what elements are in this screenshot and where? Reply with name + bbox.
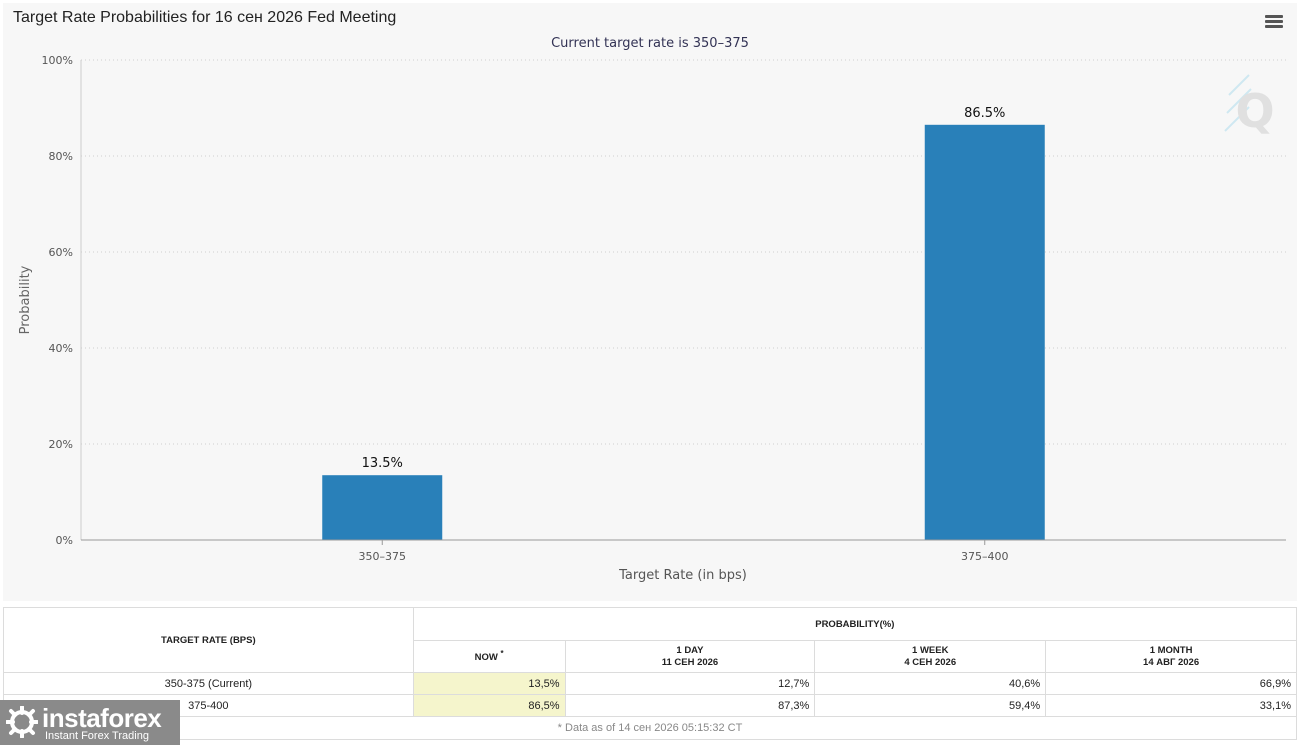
column-header-now: NOW * bbox=[412, 640, 566, 673]
column-header-date: 4 СЕН 2026 bbox=[904, 656, 957, 668]
y-tick-label: 100% bbox=[42, 54, 73, 67]
column-header-label: 1 WEEK bbox=[912, 644, 949, 656]
chart-subtitle: Current target rate is 350–375 bbox=[551, 36, 749, 51]
data-timestamp-footnote: * Data as of 14 сен 2026 05:15:32 CT bbox=[3, 717, 1297, 740]
instaforex-watermark: instaforex Instant Forex Trading bbox=[0, 700, 180, 745]
probability-cell: 40,6% bbox=[814, 672, 1047, 695]
column-header-label: 1 MONTH bbox=[1149, 644, 1193, 656]
hamburger-menu-icon[interactable] bbox=[1265, 15, 1283, 29]
x-tick-label: 375–400 bbox=[961, 550, 1009, 563]
x-tick-label: 350–375 bbox=[359, 550, 407, 563]
column-header-date: 14 АВГ 2026 bbox=[1143, 656, 1200, 668]
probability-cell-now: 86,5% bbox=[412, 694, 566, 717]
instaforex-logo-icon bbox=[6, 706, 38, 738]
column-header-label: 1 DAY bbox=[676, 644, 704, 656]
data-label: 13.5% bbox=[362, 456, 403, 471]
y-tick-label: 60% bbox=[49, 246, 73, 259]
y-tick-label: 0% bbox=[56, 534, 73, 547]
table-row: 375-400 86,5% 87,3% 59,4% 33,1% bbox=[3, 694, 1297, 717]
probability-cell: 59,4% bbox=[814, 694, 1047, 717]
y-axis-title: Probability bbox=[18, 265, 33, 334]
instaforex-tagline: Instant Forex Trading bbox=[45, 730, 149, 742]
probability-header: PROBABILITY(%) bbox=[412, 607, 1298, 641]
probability-cell: 87,3% bbox=[564, 694, 816, 717]
probability-cell-now: 13,5% bbox=[412, 672, 566, 695]
rate-cell: 350-375 (Current) bbox=[3, 672, 414, 695]
probability-cell: 33,1% bbox=[1045, 694, 1297, 717]
x-axis-title: Target Rate (in bps) bbox=[618, 568, 747, 583]
data-label: 86.5% bbox=[964, 106, 1005, 121]
bar[interactable] bbox=[924, 124, 1045, 541]
column-header-1-month: 1 MONTH 14 АВГ 2026 bbox=[1045, 640, 1297, 673]
target-rate-header: TARGET RATE (BPS) bbox=[3, 607, 414, 673]
instaforex-brand: instaforex bbox=[42, 703, 162, 733]
table-row: 350-375 (Current) 13,5% 12,7% 40,6% 66,9… bbox=[3, 672, 1297, 695]
probability-cell: 66,9% bbox=[1045, 672, 1297, 695]
column-header-now-marker: * bbox=[500, 649, 504, 659]
y-tick-label: 20% bbox=[49, 438, 73, 451]
svg-text:Q: Q bbox=[1235, 84, 1274, 138]
column-header-date: 11 СЕН 2026 bbox=[661, 656, 719, 668]
chart-panel: Target Rate Probabilities for 16 сен 202… bbox=[3, 3, 1297, 601]
probability-table-container: TARGET RATE (BPS) PROBABILITY(%) NOW * 1… bbox=[3, 607, 1298, 740]
probability-cell: 12,7% bbox=[564, 672, 816, 695]
column-header-1-day: 1 DAY 11 СЕН 2026 bbox=[564, 640, 816, 673]
y-tick-label: 80% bbox=[49, 150, 73, 163]
column-header-now-label: NOW bbox=[474, 652, 498, 664]
chart-title: Target Rate Probabilities for 16 сен 202… bbox=[13, 9, 397, 26]
q-logo-icon: Q bbox=[1224, 74, 1275, 138]
probability-table: TARGET RATE (BPS) PROBABILITY(%) NOW * 1… bbox=[3, 607, 1298, 717]
column-header-1-week: 1 WEEK 4 СЕН 2026 bbox=[814, 640, 1047, 673]
bar[interactable] bbox=[322, 475, 443, 540]
bar-chart: Current target rate is 350–375 Q 0% 20% 40… bbox=[18, 36, 1286, 583]
y-tick-label: 40% bbox=[49, 342, 73, 355]
